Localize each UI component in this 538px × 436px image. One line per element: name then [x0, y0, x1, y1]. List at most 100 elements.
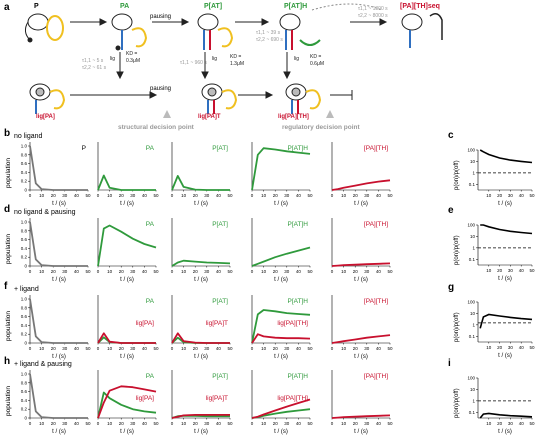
structural-decision-label: structural decision point [118, 124, 195, 131]
x-tick-label: 40 [216, 346, 222, 351]
x-axis-label: t / (s) [498, 429, 512, 435]
x-tick-label: 30 [204, 269, 210, 274]
x-axis-label: t / (s) [498, 201, 512, 207]
population-panel: 0 10 20 30 40 50 t / (s) P[AT] [171, 218, 233, 283]
panel-letter-d: d [4, 204, 10, 215]
x-tick-label: 0 [97, 346, 100, 351]
x-tick-label: 20 [119, 346, 125, 351]
x-tick-label: 50 [153, 346, 159, 351]
series-line-PATH [331, 334, 391, 344]
panel-letter-e: e [448, 205, 454, 216]
series-line-PATH [251, 309, 311, 344]
x-tick-label: 50 [85, 269, 91, 274]
y-tick-label: 10 [470, 311, 476, 316]
x-tick-label: 20 [193, 193, 199, 198]
population-panel: 0 10 20 30 40 50 t / (s) P[AT]H [251, 142, 313, 207]
x-tick-label: 10 [341, 346, 347, 351]
x-tick-label: 30 [508, 193, 514, 198]
x-tick-label: 10 [261, 269, 267, 274]
x-axis-label: t / (s) [498, 353, 512, 359]
population-panel: 0 10 20 30 40 50 t / (s) P[AT]H lig[PA][TH] [251, 370, 313, 435]
series-line-PATH [251, 408, 311, 419]
y-tick-label: 10 [470, 234, 476, 239]
reaction-arrows-top [70, 3, 388, 26]
x-tick-label: 20 [497, 345, 503, 350]
x-tick-label: 50 [307, 421, 313, 426]
y-tick-label: 0.4 [21, 323, 28, 328]
panel-state-label: P[AT]H [288, 373, 309, 380]
x-tick-label: 50 [227, 193, 233, 198]
x-tick-label: 0 [29, 193, 32, 198]
x-tick-label: 40 [74, 346, 80, 351]
x-tick-label: 20 [273, 269, 279, 274]
x-tick-label: 50 [307, 269, 313, 274]
x-tick-label: 40 [376, 193, 382, 198]
x-tick-label: 0 [29, 346, 32, 351]
x-axis-label: t / (s) [354, 429, 368, 435]
kd-3b: 0.6μM [310, 61, 324, 67]
population-panel: 0 10 20 30 40 50 t / (s) [PA][TH] [331, 218, 393, 283]
state-label-ligPAT: lig[PA]T [198, 114, 221, 120]
x-tick-label: 10 [181, 346, 187, 351]
panel-letter-h: h [4, 356, 10, 367]
series-line-ligPA [97, 385, 157, 419]
state-label-PAT: P[AT] [204, 3, 222, 10]
ratio-panel-g: g p(on)/p(off) 100 10 1 0.1 10 20 30 40 50 t / (s) [448, 282, 535, 359]
x-tick-label: 10 [39, 421, 45, 426]
rna-structure-P [24, 13, 64, 43]
ratio-curve [479, 313, 533, 329]
series-line-P [29, 221, 88, 267]
x-tick-label: 0 [97, 269, 100, 274]
y-tick-label: 1 [472, 245, 475, 250]
x-tick-label: 0 [251, 346, 254, 351]
y-tick-label: 10 [470, 387, 476, 392]
x-axis-label: t / (s) [354, 354, 368, 360]
x-tick-label: 30 [508, 268, 514, 273]
y-tick-label: 100 [467, 300, 475, 305]
reaction-arrows-vertical [116, 52, 291, 80]
x-tick-label: 50 [227, 421, 233, 426]
y-tick-label: 1 [472, 398, 475, 403]
rate-2: τ1,1 ~ 960 s [180, 60, 207, 66]
reaction-arrows-bottom [70, 90, 353, 100]
x-tick-label: 30 [130, 193, 136, 198]
panel-state-label: PA [146, 221, 155, 228]
x-tick-label: 20 [497, 268, 503, 273]
kd-3a: KD = [310, 54, 321, 60]
population-row-b: b no ligand population 0 0.2 0.4 0.6 0.8 1.0 0 10 2… [4, 128, 393, 207]
x-tick-label: 50 [153, 193, 159, 198]
y-tick-label: 0.1 [469, 334, 476, 339]
series-line-ligPATH [251, 333, 311, 344]
ratio-y-label: p(on)/p(off) [454, 388, 460, 418]
x-tick-label: 30 [62, 346, 68, 351]
rate-1a: τ1,1 ~ 5 s [82, 58, 104, 64]
x-tick-label: 30 [204, 346, 210, 351]
x-tick-label: 40 [142, 346, 148, 351]
population-panel: 0 10 20 30 40 50 t / (s) P[AT] lig[PA]T [171, 370, 233, 435]
panel-state-label: P[AT] [212, 145, 228, 152]
rate-3b: τ2,2 ~ 690 s [256, 37, 283, 43]
x-tick-label: 10 [486, 421, 492, 426]
population-panel: 0 10 20 30 40 50 t / (s) PA lig[PA] [97, 370, 159, 435]
x-tick-label: 30 [130, 269, 136, 274]
x-tick-label: 10 [107, 421, 113, 426]
x-tick-label: 30 [62, 193, 68, 198]
x-tick-label: 20 [51, 193, 57, 198]
population-plots: b no ligand population 0 0.2 0.4 0.6 0.8 1.0 0 10 2… [4, 128, 393, 435]
x-tick-label: 0 [171, 193, 174, 198]
x-tick-label: 10 [181, 193, 187, 198]
y-tick-label: 0.8 [21, 380, 28, 385]
panel-lig-label: lig[PA][TH] [277, 395, 308, 402]
state-label-PATH: P[AT]H [284, 3, 307, 10]
x-tick-label: 10 [341, 193, 347, 198]
rna-structure-PATH [279, 13, 321, 50]
panel-state-label: P[AT]H [288, 145, 309, 152]
y-tick-label: 1.0 [21, 297, 28, 302]
series-line-PATH [331, 262, 391, 267]
y-tick-label: 1 [472, 322, 475, 327]
x-tick-label: 10 [341, 421, 347, 426]
x-tick-label: 20 [497, 421, 503, 426]
y-tick-label: 0.4 [21, 398, 28, 403]
x-tick-label: 20 [273, 421, 279, 426]
